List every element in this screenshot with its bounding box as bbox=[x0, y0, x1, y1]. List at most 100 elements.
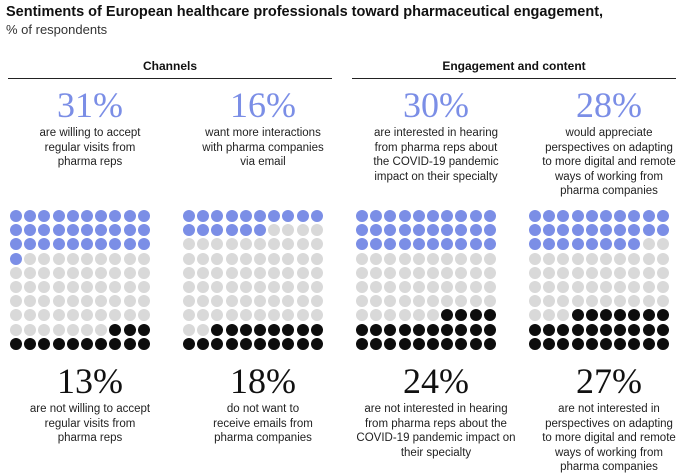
dot-neutral bbox=[81, 252, 93, 265]
dot-negative bbox=[543, 323, 556, 336]
dot-neutral bbox=[571, 281, 584, 293]
dot-neutral bbox=[137, 252, 150, 265]
dot-neutral bbox=[38, 323, 51, 336]
dot-neutral bbox=[296, 309, 309, 322]
dot-neutral bbox=[211, 252, 224, 265]
dot-neutral bbox=[384, 309, 397, 322]
negative-description: are not interested in hearing from pharm… bbox=[356, 403, 516, 459]
dot-positive bbox=[268, 210, 281, 222]
panel-4: 28% would appreciate perspectives on ada… bbox=[529, 84, 680, 473]
dot-neutral bbox=[585, 266, 598, 279]
dot-neutral bbox=[384, 252, 397, 265]
dot-neutral bbox=[656, 266, 669, 279]
dot-neutral bbox=[24, 309, 37, 322]
positive-percent: 28% bbox=[576, 85, 642, 125]
dot-negative bbox=[211, 323, 224, 336]
dot-positive bbox=[384, 210, 397, 222]
dot-neutral bbox=[384, 295, 397, 308]
dot-negative bbox=[370, 337, 383, 350]
dot-positive bbox=[384, 224, 397, 237]
dot-positive bbox=[483, 238, 496, 251]
dot-neutral bbox=[66, 295, 79, 308]
dot-negative bbox=[600, 309, 612, 322]
dot-neutral bbox=[10, 323, 22, 336]
dot-neutral bbox=[109, 295, 122, 308]
dot-negative bbox=[225, 323, 238, 336]
dot-neutral bbox=[95, 252, 108, 265]
dot-negative bbox=[254, 337, 266, 350]
dot-positive bbox=[600, 224, 612, 237]
dot-neutral bbox=[441, 281, 454, 293]
dot-positive bbox=[441, 224, 454, 237]
negative-percent: 18% bbox=[230, 361, 296, 401]
dot-neutral bbox=[412, 295, 425, 308]
dot-positive bbox=[628, 238, 641, 251]
dot-negative bbox=[441, 337, 454, 350]
dot-neutral bbox=[197, 238, 210, 251]
dot-neutral bbox=[529, 309, 541, 322]
dot-neutral bbox=[571, 295, 584, 308]
dot-negative bbox=[614, 309, 627, 322]
dot-neutral bbox=[282, 266, 295, 279]
panel-3: 30% are interested in hearing from pharm… bbox=[356, 84, 516, 471]
dot-neutral bbox=[183, 238, 195, 251]
dot-positive bbox=[427, 210, 439, 222]
dot-positive bbox=[356, 210, 368, 222]
dot-neutral bbox=[197, 252, 210, 265]
dot-negative bbox=[137, 323, 150, 336]
dot-neutral bbox=[123, 309, 136, 322]
dot-neutral bbox=[427, 309, 439, 322]
negative-description: are not willing to accept regular visits… bbox=[29, 403, 151, 444]
dot-neutral bbox=[600, 252, 612, 265]
dot-positive bbox=[543, 210, 556, 222]
dot-positive bbox=[81, 210, 93, 222]
dot-negative bbox=[356, 323, 368, 336]
dot-positive bbox=[52, 238, 65, 251]
dot-negative bbox=[427, 337, 439, 350]
dot-neutral bbox=[529, 281, 541, 293]
chart-subtitle: % of respondents bbox=[6, 22, 108, 37]
dot-negative bbox=[628, 309, 641, 322]
dot-positive bbox=[211, 224, 224, 237]
panel-1: 31% are willing to accept regular visits… bbox=[10, 84, 170, 471]
dot-negative bbox=[10, 337, 22, 350]
dot-neutral bbox=[557, 309, 570, 322]
dot-neutral bbox=[483, 266, 496, 279]
dot-neutral bbox=[109, 266, 122, 279]
dot-neutral bbox=[370, 295, 383, 308]
dot-neutral bbox=[469, 252, 482, 265]
dot-neutral bbox=[557, 295, 570, 308]
dot-negative bbox=[469, 309, 482, 322]
dot-positive bbox=[123, 224, 136, 237]
dot-neutral bbox=[95, 323, 108, 336]
dot-negative bbox=[211, 337, 224, 350]
dot-positive bbox=[254, 210, 266, 222]
dot-negative bbox=[543, 337, 556, 350]
dot-positive bbox=[356, 224, 368, 237]
dot-positive bbox=[384, 238, 397, 251]
dot-neutral bbox=[398, 266, 411, 279]
dot-neutral bbox=[81, 309, 93, 322]
dot-neutral bbox=[123, 281, 136, 293]
dot-positive bbox=[398, 224, 411, 237]
dot-neutral bbox=[455, 295, 468, 308]
dot-neutral bbox=[24, 266, 37, 279]
dot-neutral bbox=[282, 281, 295, 293]
dot-positive bbox=[370, 238, 383, 251]
dot-positive bbox=[66, 210, 79, 222]
dot-negative bbox=[52, 337, 65, 350]
dot-neutral bbox=[557, 281, 570, 293]
dot-negative bbox=[600, 337, 612, 350]
dot-neutral bbox=[427, 281, 439, 293]
dot-neutral bbox=[296, 238, 309, 251]
dot-neutral bbox=[52, 323, 65, 336]
dot-negative bbox=[123, 337, 136, 350]
dot-neutral bbox=[95, 295, 108, 308]
dot-negative bbox=[628, 337, 641, 350]
dot-positive bbox=[455, 238, 468, 251]
dot-positive bbox=[469, 210, 482, 222]
dot-negative bbox=[268, 323, 281, 336]
dot-negative bbox=[239, 337, 252, 350]
dot-positive bbox=[656, 224, 669, 237]
dot-neutral bbox=[398, 252, 411, 265]
